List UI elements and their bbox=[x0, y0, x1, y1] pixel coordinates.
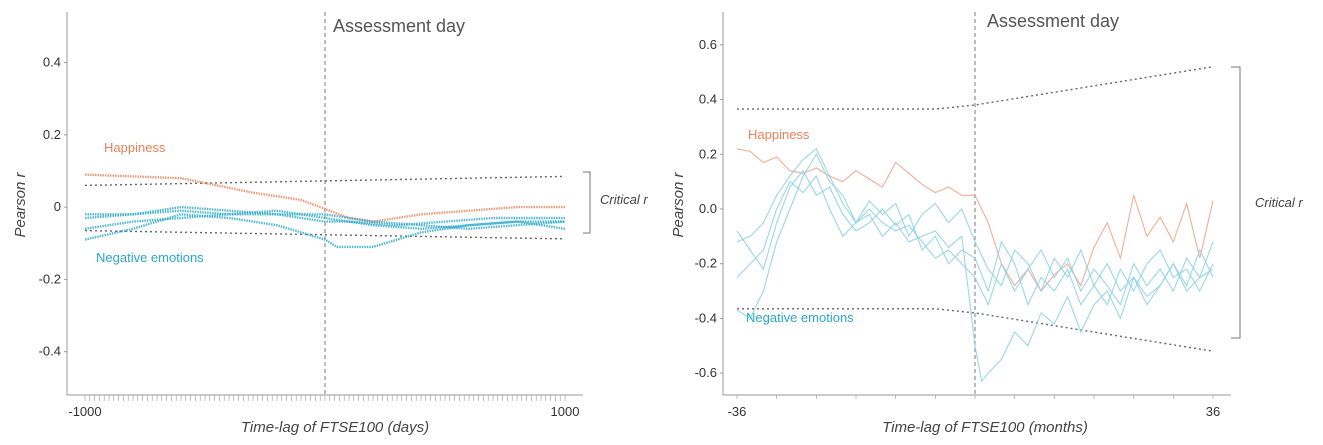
happiness-label: Happiness bbox=[748, 127, 810, 142]
assessment-day-label: Assessment day bbox=[333, 16, 465, 36]
right-chart: 0.6 0.4 0.2 0.0 -0.2 -0.4 -0.6 -36 36 Assessmen… bbox=[670, 11, 1303, 436]
happiness-series-line bbox=[84, 173, 565, 223]
y-tick-label: -0.4 bbox=[695, 310, 717, 325]
critical-r-label: Critical r bbox=[600, 192, 648, 207]
negative-emotions-series-line bbox=[736, 169, 1214, 307]
assessment-day-label: Assessment day bbox=[987, 11, 1119, 31]
negative-emotions-series-line bbox=[84, 209, 565, 227]
happiness-series-line bbox=[736, 148, 1214, 292]
negative-emotions-series-line bbox=[736, 153, 1214, 383]
critical-bracket bbox=[583, 171, 591, 234]
negative-emotions-series-line bbox=[84, 213, 566, 249]
negative-emotions-series-line bbox=[84, 209, 565, 231]
negative-emotions-series-line bbox=[736, 147, 1214, 307]
critical-bracket bbox=[1231, 66, 1241, 339]
critical-upper-line bbox=[84, 175, 566, 187]
series-group bbox=[736, 147, 1214, 383]
y-tick-label: 0.2 bbox=[699, 146, 717, 161]
x-axis-title: Time-lag of FTSE100 (days) bbox=[241, 419, 429, 436]
critical-lower-line bbox=[84, 229, 566, 240]
y-axis-title: Pearson r bbox=[12, 171, 29, 237]
y-tick-labels: 0.4 0.2 0 -0.2 -0.4 bbox=[39, 55, 67, 359]
y-tick-label: -0.2 bbox=[39, 271, 61, 286]
y-tick-label: 0.6 bbox=[699, 37, 717, 52]
x-axis-title: Time-lag of FTSE100 (months) bbox=[882, 419, 1088, 436]
x-tick-labels: -36 36 bbox=[728, 404, 1221, 419]
y-tick-label: 0.2 bbox=[43, 127, 61, 142]
critical-r-label: Critical r bbox=[1255, 195, 1303, 210]
y-axis-title: Pearson r bbox=[670, 171, 687, 237]
negative-emotions-label: Negative emotions bbox=[96, 250, 204, 265]
y-tick-label: 0.4 bbox=[699, 92, 717, 107]
happiness-label: Happiness bbox=[104, 140, 166, 155]
x-tick-label: 36 bbox=[1206, 404, 1220, 419]
critical-upper-line bbox=[737, 66, 1214, 110]
y-tick-label: -0.2 bbox=[695, 256, 717, 271]
y-tick-label: -0.4 bbox=[39, 344, 61, 359]
y-tick-label: 0 bbox=[54, 199, 61, 214]
y-tick-label: 0.4 bbox=[43, 55, 61, 70]
series-group bbox=[84, 173, 566, 249]
x-minor-ticks bbox=[736, 395, 1214, 399]
negative-emotions-series-line bbox=[85, 205, 566, 231]
y-tick-label: 0.0 bbox=[699, 201, 717, 216]
x-minor-ticks bbox=[84, 395, 566, 401]
y-tick-label: -0.6 bbox=[695, 365, 717, 380]
x-tick-label: 1000 bbox=[551, 404, 580, 419]
y-tick-labels: 0.6 0.4 0.2 0.0 -0.2 -0.4 -0.6 bbox=[695, 37, 723, 380]
negative-emotions-label: Negative emotions bbox=[746, 310, 854, 325]
negative-emotions-series-line bbox=[736, 175, 1214, 306]
left-chart: 0.4 0.2 0 -0.2 -0.4 -1000 1000 Assessment day… bbox=[12, 12, 648, 436]
x-tick-label: -36 bbox=[728, 404, 747, 419]
x-tick-labels: -1000 1000 bbox=[68, 404, 579, 419]
x-tick-label: -1000 bbox=[68, 404, 101, 419]
